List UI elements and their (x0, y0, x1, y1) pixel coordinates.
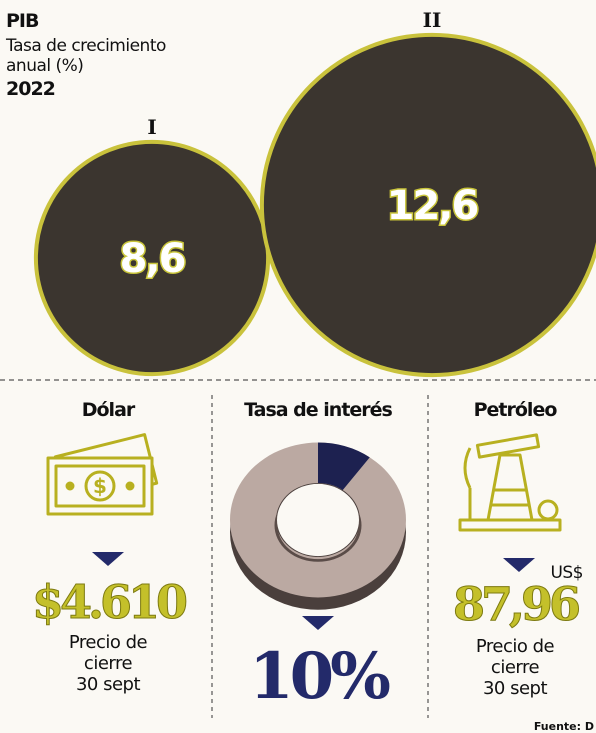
donut-label: 10% (249, 639, 390, 714)
donut-hole (277, 483, 359, 557)
panel-value: $4.610 (32, 575, 186, 629)
panel-title: Tasa de interés (244, 399, 392, 421)
panel-note: cierre (491, 657, 540, 678)
svg-text:$: $ (93, 474, 107, 498)
panel-title: Petróleo (474, 399, 558, 421)
pointer (92, 552, 124, 566)
dollar-icon: $ (46, 433, 159, 516)
panel-value: 87,96 (453, 577, 579, 631)
subtitle: anual (%) (6, 56, 83, 76)
bubble (33, 139, 271, 377)
value-label: 8,6 (120, 236, 185, 282)
panel-note: 30 sept (483, 678, 548, 699)
pumpjack-icon (458, 433, 562, 532)
unit: US$ (550, 563, 583, 583)
subtitle: Tasa de crecimiento (5, 36, 166, 56)
panel-title: Dólar (82, 399, 136, 421)
pointer (302, 616, 334, 630)
panel-note: Precio de (69, 632, 148, 653)
pointer (503, 558, 535, 572)
panel-note: Precio de (476, 636, 555, 657)
category-label: I (147, 115, 156, 139)
donut (229, 442, 406, 610)
donut-segment (318, 442, 370, 491)
category-label: II (423, 8, 442, 32)
chart-title: PIB (6, 10, 39, 32)
panel-note: cierre (84, 653, 133, 674)
source: Fuente: D (534, 720, 594, 733)
bubble (259, 32, 596, 378)
year: 2022 (6, 78, 55, 100)
value-label: 12,6 (387, 183, 478, 229)
donut-rest (229, 442, 406, 598)
panel-note: 30 sept (76, 674, 141, 695)
